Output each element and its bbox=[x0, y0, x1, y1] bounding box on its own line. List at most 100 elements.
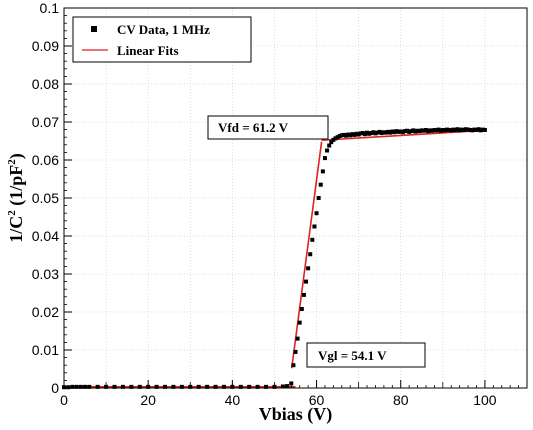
data-point bbox=[322, 156, 327, 161]
data-point bbox=[365, 130, 370, 135]
data-point bbox=[468, 127, 473, 132]
data-point bbox=[442, 128, 447, 133]
data-point bbox=[312, 224, 317, 229]
y-axis-title: 1/C2 (1/pF2) bbox=[6, 153, 27, 243]
data-point bbox=[438, 128, 443, 133]
data-point bbox=[432, 127, 437, 132]
data-point bbox=[306, 266, 311, 271]
data-point bbox=[335, 135, 340, 140]
annotation-vfd-text: Vfd = 61.2 V bbox=[218, 120, 289, 135]
data-point bbox=[379, 131, 384, 136]
x-axis-title: Vbias (V) bbox=[259, 404, 333, 425]
x-tick-label: 60 bbox=[309, 392, 325, 408]
data-point bbox=[327, 143, 332, 148]
data-point bbox=[459, 127, 464, 132]
y-axis-title-mid: (1/pF bbox=[6, 165, 27, 211]
data-point bbox=[417, 129, 422, 134]
data-point bbox=[383, 130, 388, 135]
y-tick-label: 0.04 bbox=[32, 228, 59, 244]
data-point bbox=[293, 349, 298, 354]
data-point bbox=[396, 129, 401, 134]
data-point bbox=[428, 128, 433, 133]
data-point bbox=[457, 128, 462, 133]
data-point bbox=[451, 127, 456, 132]
data-point bbox=[478, 128, 483, 133]
legend: CV Data, 1 MHz Linear Fits bbox=[72, 16, 252, 63]
data-point bbox=[390, 129, 395, 134]
data-point bbox=[430, 128, 435, 133]
y-tick-label: 0.02 bbox=[32, 304, 59, 320]
data-point bbox=[348, 133, 353, 138]
y-axis-title-sup2: 2 bbox=[6, 159, 18, 165]
data-point bbox=[413, 129, 418, 134]
data-point bbox=[445, 127, 450, 132]
data-point bbox=[461, 127, 466, 132]
data-point bbox=[304, 279, 309, 284]
fit-line bbox=[290, 141, 323, 369]
y-axis-title-end: ) bbox=[6, 153, 27, 159]
y-tick-label: 0.07 bbox=[32, 114, 59, 130]
data-point bbox=[297, 320, 302, 325]
data-point bbox=[402, 129, 407, 134]
annotation-vfd: Vfd = 61.2 V bbox=[207, 115, 329, 140]
legend-data-marker bbox=[91, 26, 97, 32]
data-point bbox=[426, 129, 431, 134]
data-point bbox=[434, 128, 439, 133]
data-point bbox=[356, 132, 361, 137]
data-point bbox=[415, 128, 420, 133]
data-point bbox=[346, 132, 351, 137]
data-point bbox=[476, 127, 481, 132]
y-tick-label: 0 bbox=[51, 380, 59, 396]
data-point bbox=[367, 131, 372, 136]
data-point bbox=[83, 384, 88, 389]
y-tick-label: 0.1 bbox=[40, 0, 60, 16]
data-point bbox=[369, 131, 374, 136]
data-point bbox=[421, 128, 426, 133]
data-point bbox=[291, 363, 296, 368]
data-point bbox=[289, 381, 294, 386]
x-tick-label: 80 bbox=[393, 392, 409, 408]
data-point bbox=[329, 140, 334, 145]
y-tick-label: 0.01 bbox=[32, 342, 59, 358]
data-point bbox=[295, 336, 300, 341]
y-tick-label: 0.08 bbox=[32, 76, 59, 92]
data-point bbox=[339, 133, 344, 138]
data-point bbox=[337, 134, 342, 139]
data-point bbox=[354, 131, 359, 136]
data-point bbox=[373, 131, 378, 136]
data-point bbox=[436, 127, 441, 132]
data-point bbox=[480, 127, 485, 132]
data-point bbox=[482, 127, 487, 132]
data-point bbox=[74, 384, 79, 389]
data-point bbox=[308, 252, 313, 257]
annotation-vgl-box bbox=[306, 342, 426, 368]
data-point bbox=[331, 137, 336, 142]
y-tick-label: 0.05 bbox=[32, 190, 59, 206]
data-point bbox=[398, 129, 403, 134]
y-tick-label: 0.03 bbox=[32, 266, 59, 282]
data-point bbox=[285, 384, 290, 389]
data-point bbox=[447, 127, 452, 132]
annotation-vgl-text: Vgl = 54.1 V bbox=[318, 348, 387, 363]
data-point bbox=[392, 130, 397, 135]
legend-box bbox=[72, 16, 252, 63]
y-axis-title-main: 1/C bbox=[6, 216, 26, 243]
data-point bbox=[350, 132, 355, 137]
data-point bbox=[474, 127, 479, 132]
data-point bbox=[400, 130, 405, 135]
data-point bbox=[352, 132, 357, 137]
data-point bbox=[325, 148, 330, 153]
data-point bbox=[333, 136, 338, 141]
data-point bbox=[411, 128, 416, 133]
data-point bbox=[375, 130, 380, 135]
data-point bbox=[310, 237, 315, 242]
data-point bbox=[341, 132, 346, 137]
data-point bbox=[299, 306, 304, 311]
data-point bbox=[409, 129, 414, 134]
annotation-vgl: Vgl = 54.1 V bbox=[306, 342, 426, 368]
data-point bbox=[423, 127, 428, 132]
data-point bbox=[301, 292, 306, 297]
data-point bbox=[344, 133, 349, 138]
data-point bbox=[386, 129, 391, 134]
y-axis-title-sup1: 2 bbox=[6, 210, 18, 216]
